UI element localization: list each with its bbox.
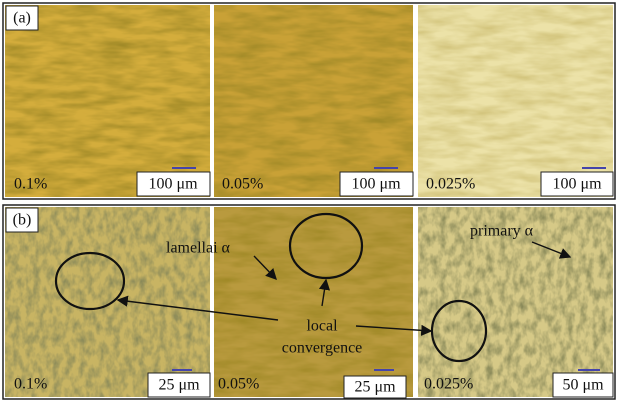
scale-label: 25 μm: [158, 377, 200, 394]
scale-label: 25 μm: [354, 379, 396, 396]
annotation: local: [306, 318, 338, 335]
scale-label: 100 μm: [351, 176, 401, 193]
texture: [214, 207, 413, 397]
annotation: lamellai α: [166, 240, 231, 257]
figure: (a) 0.1% 100 μm 0.05% 100 μm 0.025% 100 …: [0, 0, 617, 400]
panel-label: (b): [13, 212, 32, 229]
concentration: 0.025%: [424, 376, 473, 393]
scale-label: 100 μm: [148, 176, 198, 193]
panel-label: (a): [13, 10, 31, 27]
concentration: 0.1%: [14, 176, 47, 193]
concentration: 0.025%: [426, 176, 475, 193]
row-a: (a) 0.1% 100 μm 0.05% 100 μm 0.025% 100 …: [3, 3, 615, 199]
row-b: (b) lamellai α primary α local convergen…: [3, 205, 615, 399]
concentration: 0.1%: [14, 376, 47, 393]
concentration: 0.05%: [222, 176, 263, 193]
concentration: 0.05%: [218, 376, 259, 393]
annotation: convergence: [282, 340, 363, 357]
scale-label: 100 μm: [552, 176, 602, 193]
annotation: primary α: [470, 223, 534, 240]
texture: [5, 207, 210, 397]
scale-label: 50 μm: [562, 377, 604, 394]
